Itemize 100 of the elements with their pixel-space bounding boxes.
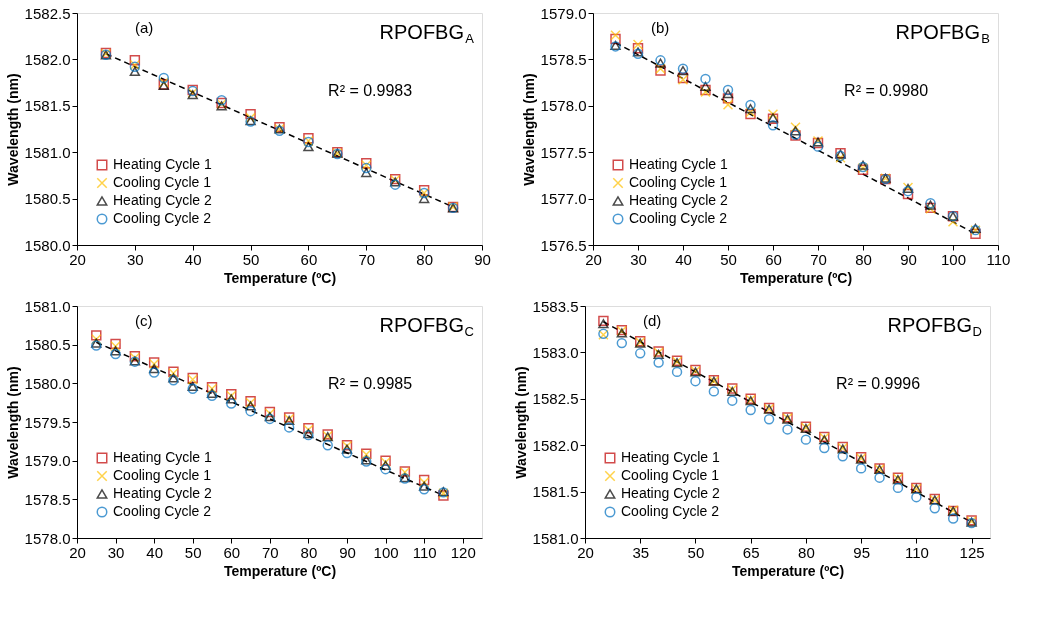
point — [690, 375, 701, 387]
x-axis-title: Temperature (ºC) — [739, 269, 853, 286]
point — [800, 434, 812, 445]
point — [745, 103, 756, 114]
y-tick-label: 1581.0 — [532, 529, 579, 547]
point — [610, 30, 621, 41]
point — [245, 401, 256, 411]
point — [947, 216, 959, 228]
point — [653, 357, 664, 368]
x-tick-label: 125 — [959, 543, 985, 561]
annotation: (b) — [651, 19, 670, 36]
legend-label: Cooling Cycle 2 — [113, 210, 212, 226]
legend-label: Heating Cycle 2 — [621, 485, 721, 501]
annotation: (a) — [135, 19, 154, 36]
x-tick-label: 110 — [986, 250, 1011, 268]
x-tick-label: 70 — [358, 250, 376, 268]
x-tick-label: 95 — [853, 543, 870, 561]
point — [819, 442, 830, 454]
point — [418, 484, 430, 495]
x-tick-label: 20 — [577, 543, 594, 561]
point — [790, 126, 801, 136]
legend-label: Heating Cycle 2 — [113, 485, 213, 501]
point — [970, 228, 981, 240]
y-tick-label: 1581.5 — [24, 97, 71, 115]
point — [110, 348, 121, 360]
point — [129, 66, 141, 77]
legend-label: Heating Cycle 2 — [629, 192, 729, 208]
x-tick-label: 60 — [223, 543, 241, 561]
point — [148, 367, 160, 378]
x-axis-title: Temperature (ºC) — [223, 562, 337, 579]
x-tick-label: 20 — [69, 250, 86, 268]
point — [226, 394, 237, 404]
annotation: R² = 0.9980 — [844, 81, 929, 99]
x-tick-label: 30 — [107, 543, 125, 561]
point — [727, 395, 738, 406]
point — [283, 422, 295, 433]
legend-label: Heating Cycle 1 — [621, 449, 721, 465]
x-tick-label: 50 — [184, 543, 202, 561]
x-tick-label: 110 — [904, 543, 929, 561]
annotation: R² = 0.9985 — [328, 374, 413, 392]
point — [855, 463, 867, 474]
y-tick-label: 1579.0 — [24, 452, 71, 470]
y-tick-label: 1582.0 — [532, 436, 579, 454]
point — [722, 89, 734, 99]
x-tick-label: 70 — [262, 543, 279, 561]
x-tick-label: 30 — [630, 250, 647, 268]
x-tick-label: 20 — [585, 250, 602, 268]
point — [671, 366, 683, 378]
point — [767, 108, 779, 120]
x-tick-label: 120 — [450, 543, 476, 561]
legend-label: Cooling Cycle 1 — [113, 467, 212, 483]
point — [418, 481, 430, 491]
x-tick-label: 40 — [675, 250, 692, 268]
legend-label: Heating Cycle 1 — [629, 156, 729, 172]
point — [341, 447, 353, 459]
annotation: (c) — [135, 312, 153, 329]
x-axis-title: Temperature (ºC) — [731, 562, 845, 579]
x-tick-label: 30 — [127, 250, 144, 268]
point — [782, 424, 793, 435]
point — [91, 330, 102, 341]
point — [616, 337, 628, 349]
y-tick-label: 1578.0 — [540, 97, 587, 115]
y-tick-label: 1583.5 — [532, 297, 579, 315]
x-tick-label: 60 — [300, 250, 318, 268]
legend-label: Heating Cycle 1 — [113, 449, 213, 465]
point — [610, 33, 621, 45]
y-tick-label: 1578.0 — [24, 529, 71, 547]
y-axis-title: Wavelength (nm) — [4, 73, 21, 186]
point — [700, 73, 711, 85]
point — [158, 72, 170, 84]
x-tick-label: 40 — [146, 543, 163, 561]
legend-label: Cooling Cycle 2 — [113, 503, 212, 519]
x-tick-label: 60 — [765, 250, 782, 268]
x-tick-label: 100 — [373, 543, 399, 561]
point — [722, 84, 734, 96]
x-tick-label: 50 — [242, 250, 260, 268]
point — [947, 513, 959, 524]
x-tick-label: 65 — [742, 543, 760, 561]
legend-label: Heating Cycle 1 — [113, 156, 213, 172]
point — [911, 491, 922, 503]
point — [874, 472, 885, 483]
y-tick-label: 1580.0 — [24, 236, 71, 254]
point — [418, 193, 430, 204]
point — [632, 39, 644, 50]
point — [245, 108, 256, 120]
y-tick-label: 1576.5 — [540, 236, 587, 254]
point — [745, 404, 756, 416]
y-tick-label: 1577.5 — [540, 143, 587, 161]
point — [598, 319, 609, 329]
y-tick-label: 1583.0 — [532, 343, 579, 361]
y-tick-label: 1581.5 — [532, 483, 579, 501]
y-tick-label: 1580.5 — [24, 336, 71, 354]
y-axis-title: Wavelength (nm) — [520, 73, 537, 186]
x-tick-label: 100 — [940, 250, 967, 268]
x-axis-title: Temperature (ºC) — [223, 269, 337, 286]
x-tick-label: 80 — [855, 250, 872, 268]
point — [812, 141, 824, 152]
y-tick-label: 1580.0 — [24, 374, 71, 392]
point — [722, 99, 734, 111]
point — [929, 503, 940, 514]
